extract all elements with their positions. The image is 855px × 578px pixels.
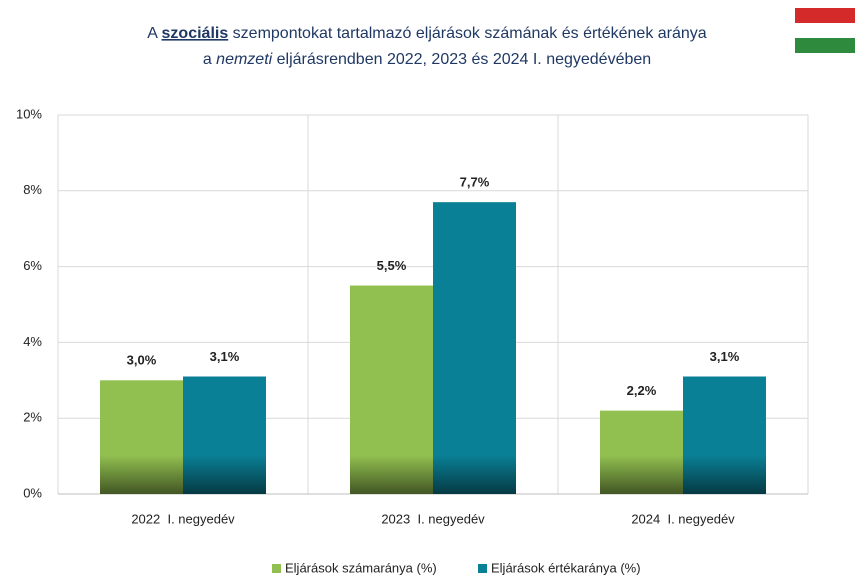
value-label: 7,7% bbox=[460, 175, 490, 190]
title-segment: a bbox=[203, 51, 216, 68]
value-label: 3,1% bbox=[710, 349, 740, 364]
flag-green bbox=[795, 38, 855, 53]
x-tick-label: 2023 I. negyedév bbox=[381, 511, 485, 526]
y-tick-label: 6% bbox=[23, 258, 42, 273]
y-tick-label: 2% bbox=[23, 410, 42, 425]
y-tick-label: 0% bbox=[23, 485, 42, 500]
bar bbox=[600, 410, 683, 494]
flag bbox=[795, 8, 855, 53]
bar bbox=[183, 376, 266, 494]
flag-white bbox=[795, 23, 855, 38]
bar bbox=[683, 376, 766, 494]
x-tick-label: 2022 I. negyedév bbox=[131, 511, 235, 526]
legend-label: Eljárások számaránya (%) bbox=[285, 560, 437, 575]
bar bbox=[433, 202, 516, 495]
legend-swatch bbox=[478, 564, 487, 573]
title-segment: szempontokat tartalmazó eljárások számán… bbox=[228, 25, 707, 42]
y-tick-label: 8% bbox=[23, 182, 42, 197]
title-segment: eljárásrendben 2022, 2023 és 2024 I. neg… bbox=[272, 51, 651, 68]
legend-swatch bbox=[272, 564, 281, 573]
flag-red bbox=[795, 8, 855, 23]
bar bbox=[100, 380, 183, 494]
x-tick-label: 2024 I. negyedév bbox=[631, 511, 735, 526]
title-segment: nemzeti bbox=[216, 51, 272, 68]
title-segment: A bbox=[147, 25, 161, 42]
value-label: 2,2% bbox=[627, 383, 657, 398]
chart-title: A szociális szempontokat tartalmazó eljá… bbox=[147, 25, 707, 42]
value-label: 3,1% bbox=[210, 349, 240, 364]
legend-label: Eljárások értékaránya (%) bbox=[491, 560, 641, 575]
title-segment: szociális bbox=[162, 25, 229, 42]
bar bbox=[350, 285, 433, 494]
y-tick-label: 10% bbox=[16, 106, 42, 121]
value-label: 5,5% bbox=[377, 258, 407, 273]
value-label: 3,0% bbox=[127, 353, 157, 368]
y-tick-label: 4% bbox=[23, 334, 42, 349]
chart-title: a nemzeti eljárásrendben 2022, 2023 és 2… bbox=[203, 51, 651, 68]
